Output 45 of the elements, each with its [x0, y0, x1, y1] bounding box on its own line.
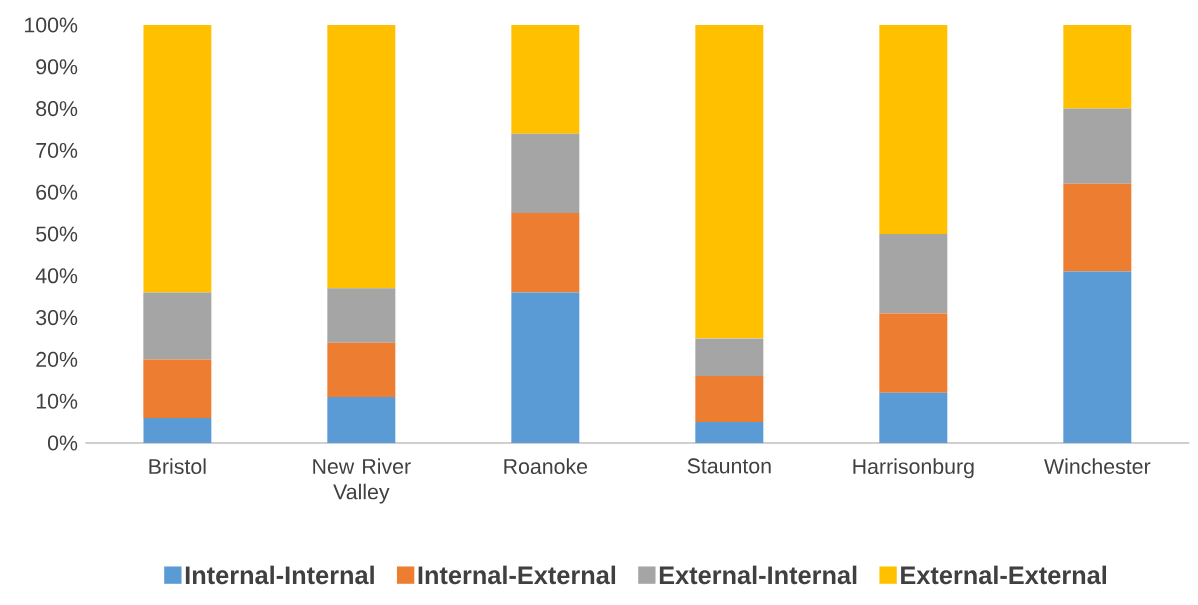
legend-label: External-External: [901, 565, 1106, 585]
bar: [1063, 183, 1132, 272]
bar: [327, 397, 396, 443]
bar: [1063, 24, 1132, 109]
bar: [143, 292, 212, 360]
x-tick-label: Roanoke: [504, 458, 588, 475]
x-tick-label: Staunton: [687, 458, 771, 474]
bar: [879, 233, 948, 314]
x-tick-label: Winchester: [1044, 458, 1151, 475]
y-tick-label: 10%: [36, 393, 78, 409]
y-tick-label: 90%: [36, 59, 78, 75]
bar: [1063, 108, 1132, 184]
y-tick-label: 40%: [35, 268, 78, 284]
bar: [143, 359, 212, 418]
x-tick-label: New River Valley: [313, 458, 411, 504]
bar: [879, 24, 948, 234]
bar: [695, 422, 764, 443]
bar: [879, 392, 948, 443]
bar: [143, 417, 212, 443]
bar: [511, 292, 580, 443]
bar: [327, 342, 396, 397]
bar: [511, 213, 580, 293]
legend-label: Internal-External: [418, 565, 616, 585]
legend-label: Internal-Internal: [185, 565, 374, 585]
bar: [1063, 271, 1132, 443]
y-tick-label: 70%: [36, 142, 78, 158]
x-tick-label: Harrisonburg: [853, 458, 974, 479]
bar: [511, 24, 580, 134]
bar: [327, 24, 396, 289]
bar: [695, 338, 764, 377]
bar: [879, 313, 948, 393]
y-tick-label: 60%: [36, 184, 78, 200]
y-tick-label: 100%: [25, 17, 78, 33]
bar: [511, 133, 580, 214]
y-tick-label: 50%: [36, 226, 78, 242]
bar: [143, 24, 212, 293]
y-tick-label: 20%: [36, 351, 78, 367]
y-tick-label: 0%: [47, 435, 78, 451]
y-tick-label: 80%: [36, 101, 78, 117]
bar: [695, 24, 764, 339]
bar: [327, 288, 396, 343]
bar: [695, 376, 764, 423]
legend-label: External-Internal: [659, 565, 857, 585]
y-tick-label: 30%: [36, 310, 78, 326]
x-tick-label: Bristol: [149, 458, 206, 475]
